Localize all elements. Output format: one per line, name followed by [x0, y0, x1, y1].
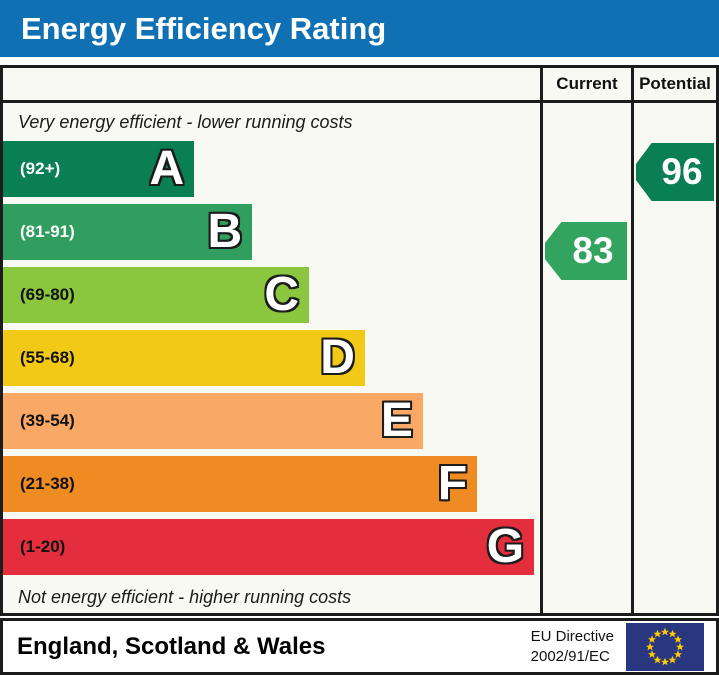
eu-flag-icon [626, 622, 704, 671]
footer: England, Scotland & Wales EU Directive 2… [0, 618, 719, 675]
chart-header-row: Current Potential [3, 68, 716, 103]
chart-body-row: Very energy efficient - lower running co… [3, 103, 716, 613]
page-title: Energy Efficiency Rating [21, 10, 387, 46]
eu-directive-label: EU Directive 2002/91/EC [531, 627, 614, 666]
band-row: (81-91) B [3, 204, 540, 260]
current-marker: 83 [545, 222, 627, 280]
band-letter: E [380, 394, 413, 447]
caption-efficient: Very energy efficient - lower running co… [18, 111, 353, 132]
band-letter: A [149, 142, 185, 195]
band-row: (55-68) D [3, 330, 540, 386]
current-column-header: Current [540, 68, 631, 100]
band-letter: G [486, 520, 525, 573]
band-letter: D [320, 331, 355, 384]
band-range-label: (21-38) [20, 474, 75, 493]
current-column: 83 [540, 103, 631, 613]
band-f: (21-38) F [3, 456, 478, 512]
region-label: England, Scotland & Wales [17, 632, 326, 660]
eu-directive-line2: 2002/91/EC [530, 647, 610, 665]
band-d: (55-68) D [3, 330, 365, 386]
potential-column: 96 [631, 103, 716, 613]
band-row: (21-38) F [3, 456, 540, 512]
band-g: (1-20) G [3, 519, 535, 575]
band-range-label: (81-91) [20, 222, 75, 241]
title-bar: Energy Efficiency Rating [0, 0, 719, 57]
band-a: (92+) A [3, 141, 195, 197]
potential-column-header: Potential [631, 68, 716, 100]
band-e: (39-54) E [3, 393, 423, 449]
eu-directive-line1: EU Directive [530, 628, 614, 645]
band-row: (39-54) E [3, 393, 540, 449]
band-c: (69-80) C [3, 267, 310, 323]
header-spacer-cell [3, 68, 540, 100]
band-row: (92+) A [3, 141, 540, 197]
band-letter: F [437, 457, 468, 510]
band-row: (1-20) G [3, 519, 540, 575]
band-range-label: (1-20) [20, 537, 66, 556]
band-letter: C [264, 268, 300, 321]
energy-rating-chart: Current Potential Very energy efficient … [0, 65, 719, 616]
band-range-label: (69-80) [20, 285, 75, 304]
current-value: 83 [572, 230, 614, 271]
band-row: (69-80) C [3, 267, 540, 323]
band-range-label: (92+) [20, 159, 61, 178]
band-range-label: (39-54) [20, 411, 75, 430]
band-range-label: (55-68) [20, 348, 75, 367]
band-b: (81-91) B [3, 204, 253, 260]
band-letter: B [207, 205, 243, 258]
bands-column: Very energy efficient - lower running co… [3, 103, 540, 613]
potential-value: 96 [661, 151, 703, 192]
caption-not-efficient: Not energy efficient - higher running co… [18, 587, 352, 607]
potential-marker: 96 [636, 143, 714, 201]
